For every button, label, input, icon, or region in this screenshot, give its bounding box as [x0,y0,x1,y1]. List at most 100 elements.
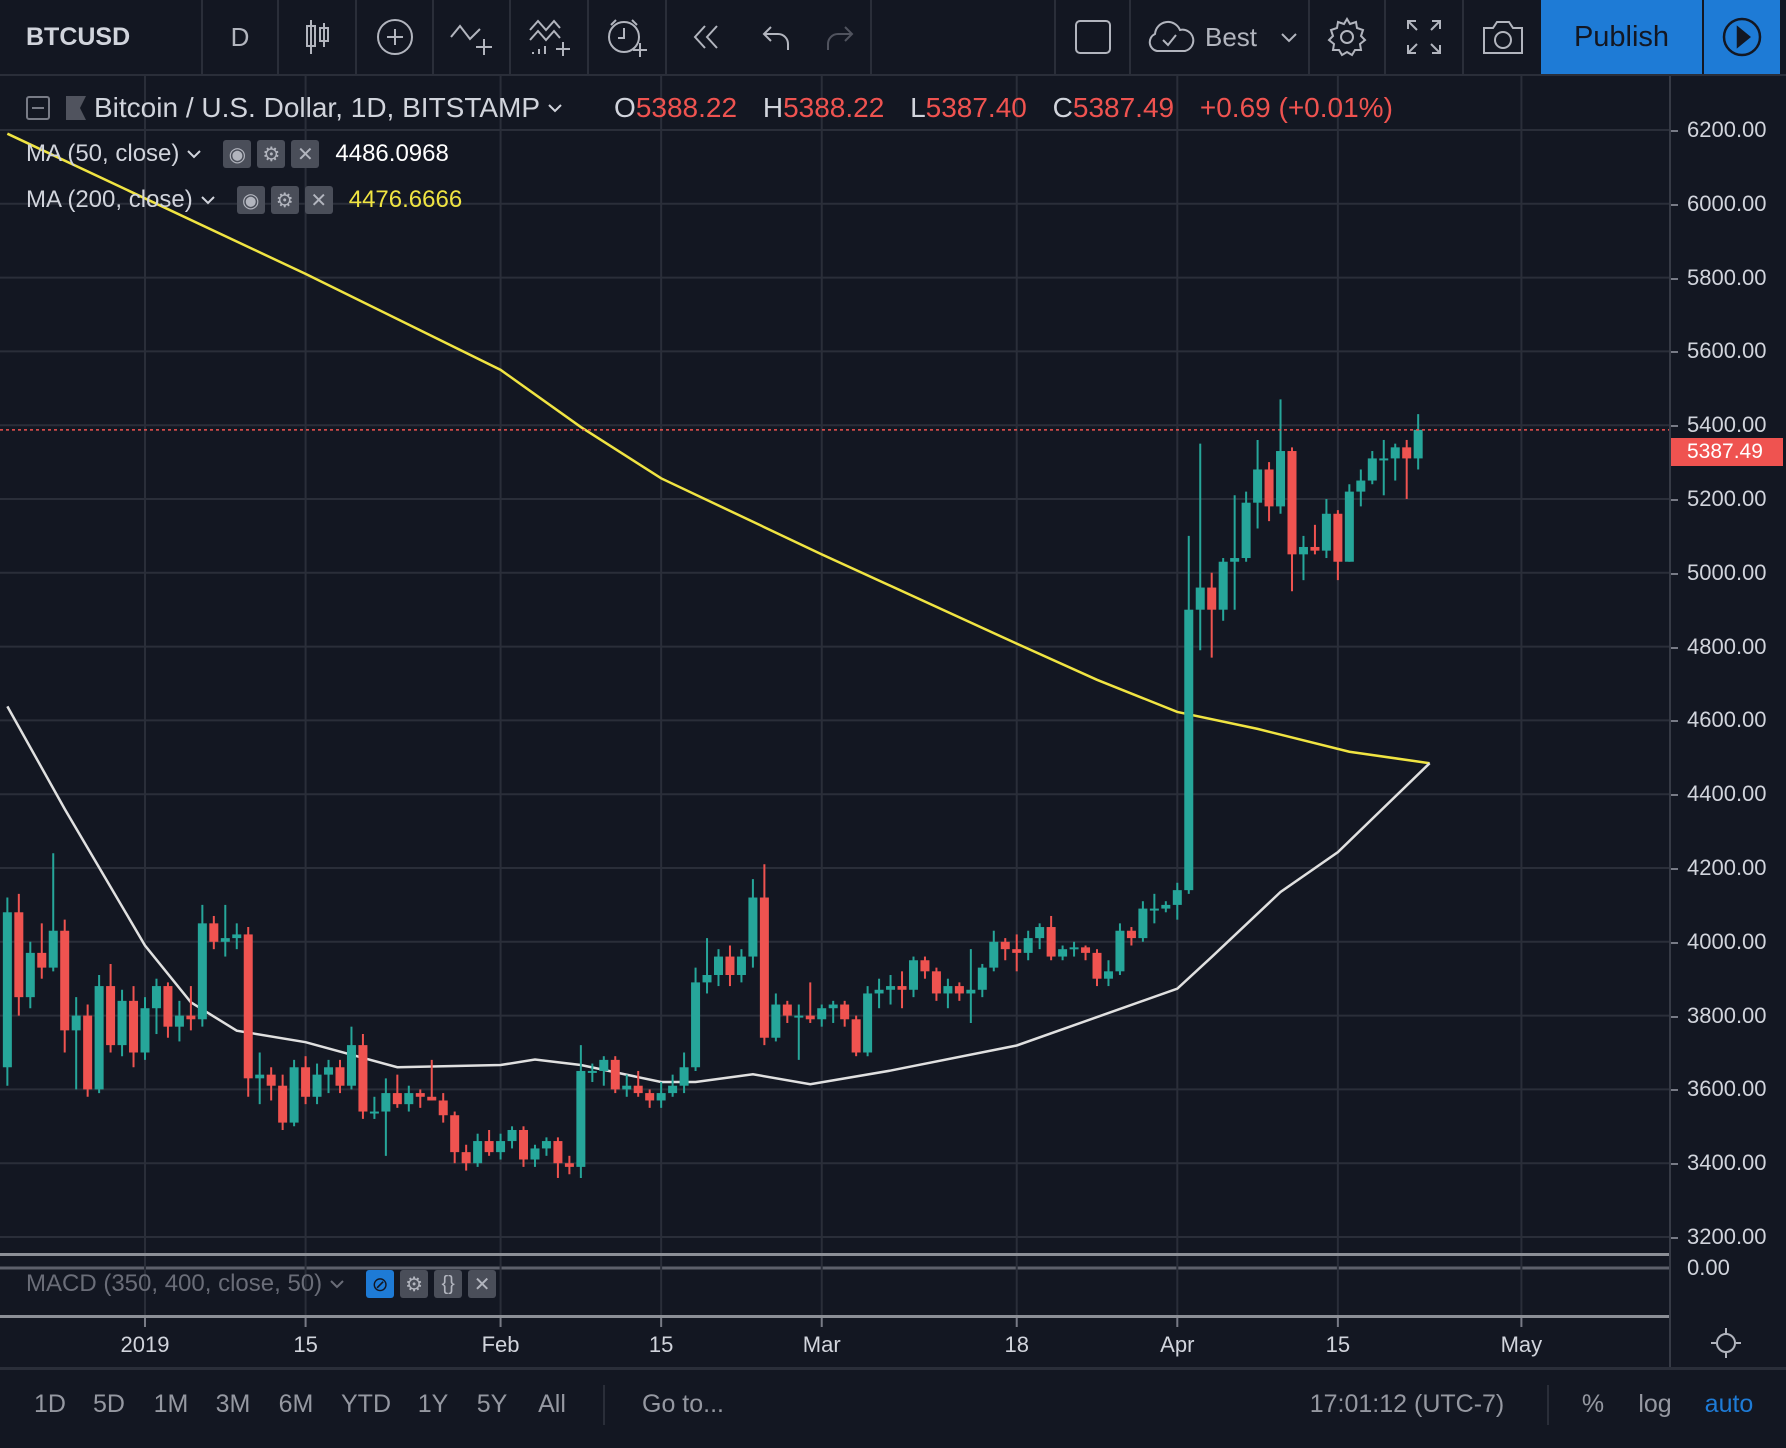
candle [1058,945,1068,961]
candle-body [702,975,712,983]
gear-icon [1327,17,1367,57]
price-label: 6200.00 [1687,117,1767,142]
gear-icon[interactable]: ⚙ [270,186,299,214]
candle-body [438,1100,448,1116]
square-icon [1074,20,1111,54]
series-title[interactable]: Bitcoin / U.S. Dollar, 1D, BITSTAMP [94,92,541,123]
candle-body [129,1000,139,1053]
candle [1103,960,1113,987]
eye-icon[interactable]: ◉ [236,186,265,214]
time-label: May [1500,1332,1543,1357]
undo-button[interactable] [747,0,807,74]
goto-date-button[interactable]: Go to... [642,1390,724,1418]
time-axis[interactable] [0,1315,1669,1367]
candle-body [151,986,161,1009]
candle-body [1012,949,1022,953]
price-chart[interactable] [0,76,1669,1253]
compare-button[interactable] [511,0,589,74]
candle [106,963,116,1053]
price-axis[interactable]: 6200.00 6000.00 5800.00 5600.00 5400.00 5200.… [1669,76,1786,1367]
replay-button[interactable] [667,0,747,74]
candle-body [1172,890,1182,905]
fullscreen-button[interactable] [1386,0,1464,74]
symbol-search-button[interactable]: BTCUSD [0,0,203,74]
candle [874,978,884,1009]
macd-label[interactable]: MACD (350, 400, close, 50) [26,1270,323,1297]
range-button-6m[interactable]: 6M [278,1390,314,1418]
close-icon[interactable]: ✕ [291,140,320,168]
source-code-icon[interactable]: {} [434,1270,463,1298]
collapse-legend-icon[interactable] [26,96,50,120]
log-scale-toggle[interactable]: log [1638,1390,1672,1418]
redo-button[interactable] [807,0,872,74]
range-button-1y[interactable]: 1Y [417,1390,449,1418]
close-icon[interactable]: ✕ [468,1270,497,1298]
auto-scale-toggle[interactable]: auto [1704,1390,1754,1418]
candle [1092,949,1102,987]
price-label: 3600.00 [1687,1076,1767,1102]
range-button-all[interactable]: All [538,1390,566,1418]
candle-body [759,897,769,1038]
candle [954,982,964,1001]
screenshot-button[interactable] [1464,0,1541,74]
chevron-down-icon[interactable] [199,193,217,207]
candle [702,938,712,994]
close-icon[interactable]: ✕ [304,186,333,214]
range-button-5y[interactable]: 5Y [476,1390,508,1418]
alert-icon [608,19,647,57]
price-tick [1671,203,1678,206]
percent-scale-toggle[interactable]: % [1581,1390,1605,1418]
plus-circle-icon [376,19,413,55]
candle-body [691,982,701,1068]
candle [840,1000,850,1027]
layout-quality-label: Best [1205,21,1258,52]
candle [1298,535,1308,581]
candle [473,1133,483,1167]
layout-button[interactable] [1054,0,1131,74]
flag-icon[interactable] [66,96,86,120]
range-button-3m[interactable]: 3M [215,1390,251,1418]
candle-body [564,1163,574,1167]
candle-body [1253,469,1263,503]
candle [759,864,769,1046]
ma50-label[interactable]: MA (50, close) [26,140,180,167]
time-axis-settings-icon[interactable] [1709,1326,1743,1360]
add-button[interactable] [357,0,434,74]
gear-icon[interactable]: ⚙ [400,1270,429,1298]
eye-icon[interactable]: ◉ [223,140,252,168]
chevron-down-icon[interactable] [328,1277,346,1291]
candle-body [427,1096,437,1101]
chart-type-button[interactable] [279,0,357,74]
play-button[interactable] [1704,0,1780,74]
chevron-down-icon[interactable] [185,147,203,161]
chevron-down-icon[interactable] [546,101,564,115]
close-key: C [1052,92,1073,123]
macd-pane[interactable] [0,1253,1669,1315]
save-layout-button[interactable]: Best [1131,0,1310,74]
candle-body [106,986,116,1046]
publish-button[interactable]: Publish [1541,0,1704,74]
indicators-button[interactable] [434,0,511,74]
ma200-label[interactable]: MA (200, close) [26,186,193,213]
candle [943,978,953,1009]
candle-body [908,960,918,990]
candle-body [1149,908,1159,911]
timezone-clock[interactable]: 17:01:12 (UTC-7) [1309,1390,1505,1418]
candle-body [71,1015,81,1031]
alert-button[interactable] [589,0,667,74]
candle-body [404,1093,414,1105]
settings-button[interactable] [1310,0,1386,74]
candle-body [301,1067,311,1097]
candle [1149,893,1159,924]
interval-button[interactable]: D [203,0,279,74]
candle [48,853,58,972]
gear-icon[interactable]: ⚙ [257,140,286,168]
range-button-5d[interactable]: 5D [93,1390,125,1418]
eye-hidden-icon[interactable]: ⊘ [366,1270,395,1298]
range-button-1m[interactable]: 1M [153,1390,189,1418]
range-button-ytd[interactable]: YTD [341,1390,391,1418]
range-button-1d[interactable]: 1D [34,1390,66,1418]
candle-body [943,986,953,994]
price-tick [1671,130,1678,132]
candle-body [587,1070,597,1073]
